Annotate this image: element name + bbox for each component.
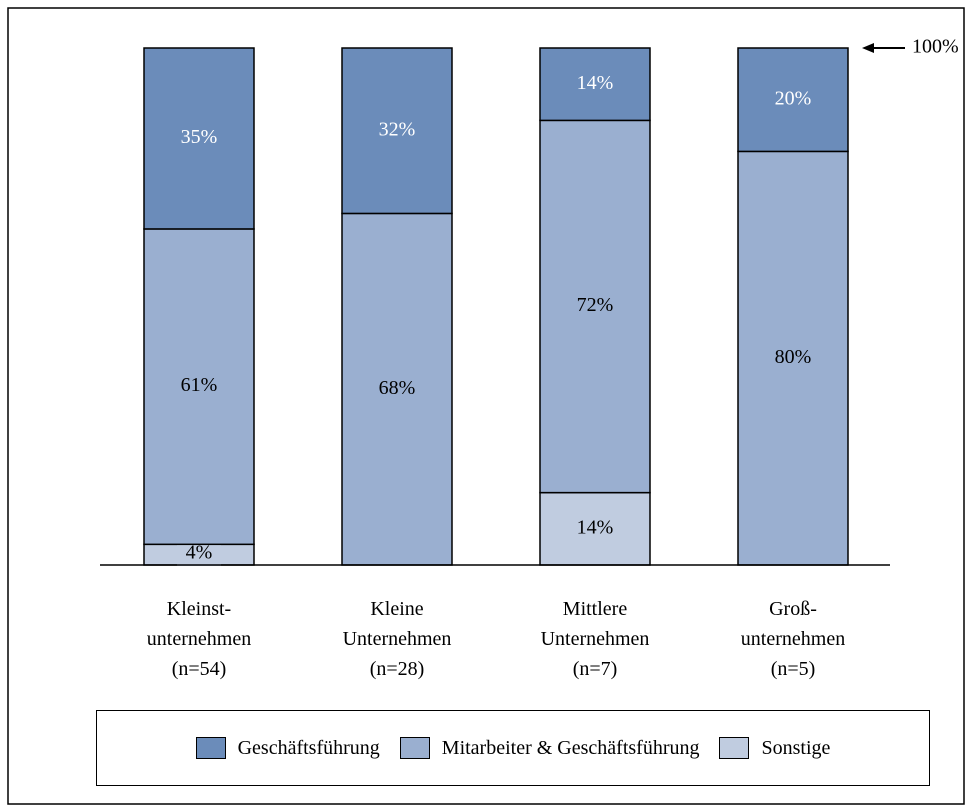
bar-segment xyxy=(539,119,651,494)
x-tick-label: Kleinst- unternehmen (n=54) xyxy=(146,598,252,680)
bar-segment xyxy=(539,47,651,122)
legend-swatch xyxy=(195,737,226,759)
legend-swatch xyxy=(719,737,750,759)
legend: Geschäftsführung Mitarbeiter & Geschäftsf… xyxy=(96,710,930,786)
bar-segment xyxy=(341,47,453,215)
data-label: 32% xyxy=(379,118,416,140)
legend-item: Geschäftsführung xyxy=(195,736,380,760)
data-label: 68% xyxy=(379,377,416,399)
legend-label: Sonstige xyxy=(761,736,831,759)
legend-label: Geschäftsführung xyxy=(237,736,380,759)
x-tick-label: Kleine Unternehmen (n=28) xyxy=(342,598,452,680)
bar-segment xyxy=(143,47,255,230)
legend-label: Mitarbeiter & Geschäftsführung xyxy=(441,736,700,759)
arrow-head xyxy=(862,43,874,53)
data-label: 14% xyxy=(577,72,614,94)
x-tick-label: Mittlere Unternehmen (n=7) xyxy=(540,598,650,680)
legend-item: Sonstige xyxy=(719,737,830,760)
data-label: 61% xyxy=(181,374,218,396)
annotation: 100% xyxy=(912,36,959,58)
label-bg xyxy=(177,542,221,566)
bar-segment xyxy=(737,47,849,153)
x-tick-label: Groß- unternehmen (n=5) xyxy=(740,598,846,680)
bar-segment xyxy=(737,150,849,566)
data-label: 20% xyxy=(775,87,812,109)
data-label: 72% xyxy=(577,294,614,316)
legend-item: Mitarbeiter & Geschäftsführung xyxy=(399,736,700,760)
data-label: 4% xyxy=(186,542,213,564)
data-label: 14% xyxy=(577,516,614,538)
legend-swatch xyxy=(399,737,430,759)
frame xyxy=(7,7,965,805)
bar-segment xyxy=(143,228,255,546)
data-label: 80% xyxy=(775,346,812,368)
data-label: 35% xyxy=(181,126,218,148)
